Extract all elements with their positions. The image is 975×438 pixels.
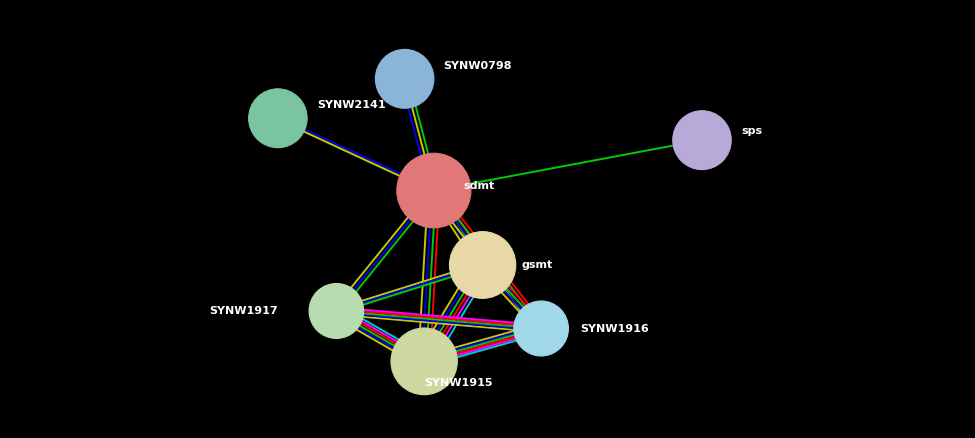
Text: sps: sps: [741, 127, 762, 136]
Text: sdmt: sdmt: [463, 181, 494, 191]
Text: SYNW1915: SYNW1915: [424, 378, 492, 388]
Text: gsmt: gsmt: [522, 260, 553, 270]
Ellipse shape: [375, 49, 434, 108]
Text: SYNW1917: SYNW1917: [210, 306, 278, 316]
Ellipse shape: [673, 111, 731, 170]
Ellipse shape: [391, 328, 457, 395]
Ellipse shape: [309, 283, 364, 339]
Ellipse shape: [397, 153, 471, 228]
Ellipse shape: [514, 301, 568, 356]
Text: SYNW2141: SYNW2141: [317, 100, 385, 110]
Ellipse shape: [449, 232, 516, 298]
Text: SYNW0798: SYNW0798: [444, 61, 512, 71]
Ellipse shape: [249, 89, 307, 148]
Text: SYNW1916: SYNW1916: [580, 324, 649, 333]
